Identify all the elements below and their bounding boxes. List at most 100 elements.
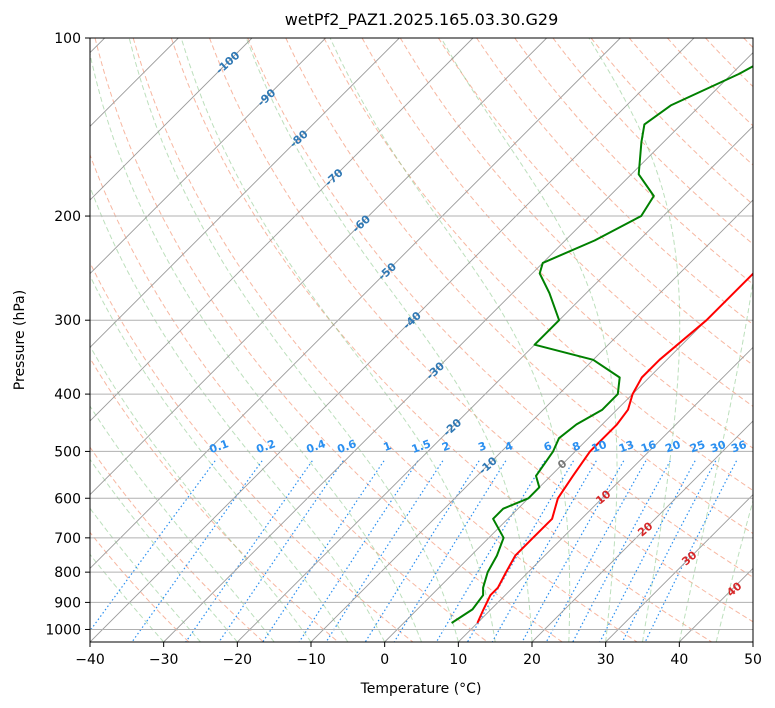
mixing-ratio-label: 0.2 xyxy=(255,437,278,456)
dry-adiabat xyxy=(209,38,753,623)
dry-adiabat xyxy=(90,261,414,642)
mixing-ratio-label: 1 xyxy=(382,439,394,454)
isotherm-line xyxy=(90,38,474,422)
isotherm-line xyxy=(384,273,753,642)
dry-adiabat xyxy=(743,38,753,49)
mixing-ratio-line xyxy=(90,460,216,632)
moist-adiabat xyxy=(90,458,238,642)
dry-adiabat xyxy=(552,38,753,245)
mixing-ratio-line xyxy=(218,460,344,642)
isotherm-line xyxy=(90,38,695,642)
x-axis: −40 −30 −20 −10 0 10 20 30 40 50 xyxy=(75,642,762,668)
plot-frame xyxy=(89,37,754,643)
y-tick-label: 800 xyxy=(54,565,81,581)
mixing-ratio-label: 25 xyxy=(688,438,707,455)
mixing-ratio-label: 13 xyxy=(617,438,636,455)
temperature-line xyxy=(476,272,753,624)
x-tick-label: −30 xyxy=(149,652,179,668)
isotherm-line xyxy=(679,567,753,642)
dry-adiabat xyxy=(90,153,488,642)
mixing-ratio-line xyxy=(185,460,313,642)
x-tick-label: 30 xyxy=(597,652,615,668)
isotherm-line xyxy=(531,420,753,642)
mixing-ratio-label: 30 xyxy=(709,438,728,456)
moist-adiabat xyxy=(128,38,459,642)
dry-adiabat xyxy=(323,38,753,492)
dry-adiabat xyxy=(90,357,339,642)
mixing-ratio-label: 4 xyxy=(503,439,515,454)
mixing-ratio-label: 36 xyxy=(730,438,749,456)
x-tick-label: −40 xyxy=(75,652,105,668)
moist-adiabat xyxy=(90,274,349,642)
mixing-ratio-line xyxy=(521,460,625,642)
dewpoint-line xyxy=(451,65,753,624)
isotherm-line xyxy=(90,38,326,275)
moist-adiabat xyxy=(715,498,753,642)
dry-adiabat xyxy=(94,38,563,642)
y-tick-label: 100 xyxy=(54,31,81,47)
isotherm-line xyxy=(605,494,753,642)
mixing-ratio-label: 6 xyxy=(542,439,554,454)
x-axis-label: Temperature (°C) xyxy=(360,681,482,697)
isotherm-line xyxy=(752,641,753,642)
mixing-ratio-label: 8 xyxy=(571,439,583,454)
dry-adiabat xyxy=(132,38,638,642)
dry-adiabat xyxy=(90,531,190,642)
x-tick-label: 10 xyxy=(449,652,467,668)
dry-adiabat xyxy=(628,38,753,166)
x-tick-label: −20 xyxy=(223,652,253,668)
moist-adiabat xyxy=(90,405,275,642)
moist-adiabat xyxy=(90,51,422,642)
y-axis: 100 200 300 400 500 600 700 800 900 1000 xyxy=(45,31,90,638)
moist-adiabat xyxy=(440,38,618,642)
mixing-ratio-label: 3 xyxy=(476,439,488,454)
mixing-ratio-line xyxy=(298,460,419,642)
y-tick-label: 300 xyxy=(54,313,81,329)
x-tick-label: 40 xyxy=(670,652,688,668)
mixing-ratio-label: 0.4 xyxy=(305,437,328,456)
isotherm-line xyxy=(90,38,400,348)
mixing-ratio-line xyxy=(644,460,738,642)
mixing-ratio-label: 1.5 xyxy=(410,437,433,456)
mixing-ratio-line xyxy=(131,460,263,642)
mixing-ratio-label: 20 xyxy=(663,438,682,456)
mixing-ratio-line xyxy=(572,460,671,642)
dry-adiabat xyxy=(705,38,753,88)
mixing-ratio-label: 0.6 xyxy=(335,437,358,456)
isotherm-line xyxy=(310,199,753,642)
y-tick-label: 1000 xyxy=(45,622,81,638)
reference-lines xyxy=(90,38,753,642)
wet-adiabat-label: 40 xyxy=(724,579,744,599)
mixing-ratio-line xyxy=(491,460,597,642)
mixing-ratio-line xyxy=(262,460,385,642)
isotherm-line xyxy=(458,346,753,642)
mixing-ratio-line xyxy=(325,460,444,642)
chart-title: wetPf2_PAZ1.2025.165.03.30.G29 xyxy=(284,10,559,29)
moist-adiabat xyxy=(90,345,312,642)
moist-adiabat xyxy=(329,38,571,642)
moist-adiabat xyxy=(90,185,386,642)
isotherm-label: -100 xyxy=(213,49,242,77)
grid-lines xyxy=(90,38,753,642)
isotherm-line xyxy=(90,38,253,201)
x-tick-label: 50 xyxy=(744,652,762,668)
dry-adiabat xyxy=(90,446,264,642)
dry-adiabat xyxy=(514,38,753,285)
moist-adiabat xyxy=(588,38,681,642)
dry-adiabat xyxy=(170,38,712,642)
moist-adiabat xyxy=(678,38,753,642)
y-tick-label: 900 xyxy=(54,595,81,611)
isotherm-line xyxy=(90,38,621,569)
y-tick-label: 400 xyxy=(54,387,81,403)
moist-adiabat xyxy=(245,38,533,642)
moist-adiabat xyxy=(180,38,496,642)
mixing-ratio-label: 10 xyxy=(590,438,609,456)
isotherm-line xyxy=(163,52,753,642)
mixing-ratio-label: 2 xyxy=(440,439,452,454)
dry-adiabat xyxy=(437,38,753,366)
y-axis-label: Pressure (hPa) xyxy=(12,290,28,390)
dry-adiabat xyxy=(247,38,753,578)
dry-adiabat xyxy=(285,38,753,535)
mixing-ratio-label: 0.1 xyxy=(208,437,231,456)
